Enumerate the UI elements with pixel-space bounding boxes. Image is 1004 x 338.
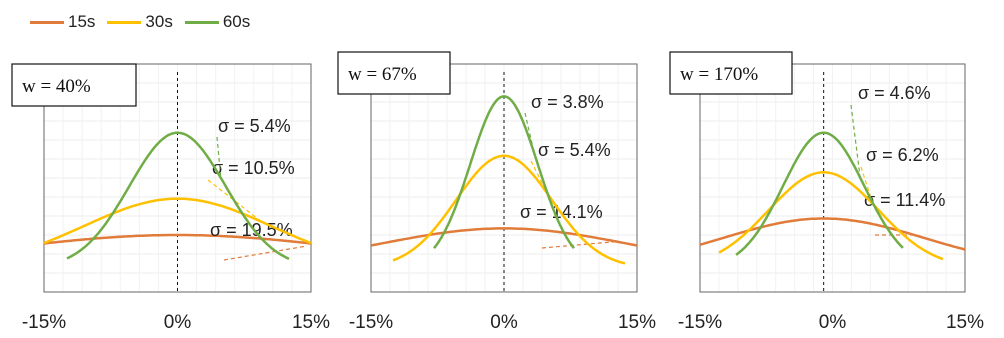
legend-swatch-15s bbox=[30, 20, 64, 24]
legend-item-30s: 30s bbox=[107, 12, 173, 32]
sigma-label-30s: σ = 6.2% bbox=[866, 145, 939, 165]
sigma-label-60s: σ = 5.4% bbox=[218, 116, 291, 136]
series-line-60s bbox=[66, 131, 290, 260]
sigma-leader-30s bbox=[207, 179, 262, 223]
x-tick-label: 0% bbox=[164, 312, 192, 333]
x-tick-label: 0% bbox=[819, 312, 847, 333]
panel-title-box bbox=[669, 51, 793, 95]
chart-panel-1: σ = 19.5% σ = 10.5% σ = 5.4% w = 40% -15% 0% 1… bbox=[11, 63, 330, 333]
series-line-30s bbox=[43, 197, 312, 245]
series-line-60s bbox=[735, 131, 904, 256]
legend-label-30s: 30s bbox=[145, 12, 173, 31]
panel-title-box bbox=[337, 51, 451, 95]
sigma-leader-60s bbox=[850, 104, 861, 178]
plot-frame bbox=[699, 63, 966, 293]
x-tick-label: 15% bbox=[618, 312, 656, 333]
x-tick-label: -15% bbox=[349, 312, 393, 333]
series-line-30s bbox=[392, 154, 626, 265]
series-line-15s bbox=[43, 233, 312, 245]
x-tick-label: 15% bbox=[292, 312, 330, 333]
chart-panel-3: σ = 11.4% σ = 6.2% σ = 4.6% w = 170% -15% 0% 1… bbox=[669, 51, 984, 333]
sigma-label-30s: σ = 5.4% bbox=[538, 140, 611, 160]
legend-item-60s: 60s bbox=[184, 12, 251, 32]
panel-title-box bbox=[11, 63, 137, 107]
series-line-60s bbox=[433, 95, 575, 249]
legend-label-60s: 60s bbox=[222, 12, 251, 31]
chart-panel-2: σ = 14.1%σ = 5.4%σ = 3.8%w = 67%-15% 0% 15… bbox=[337, 51, 656, 333]
series-line-30s bbox=[718, 171, 944, 261]
plot-frame bbox=[370, 63, 638, 293]
legend-swatch-30s bbox=[107, 20, 142, 24]
sigma-leader-15s bbox=[541, 241, 617, 249]
legend: 15s 30s 60s bbox=[30, 10, 250, 34]
sigma-leader-15s bbox=[223, 245, 308, 261]
x-tick-label: -15% bbox=[678, 312, 722, 333]
x-tick-label: 15% bbox=[946, 312, 984, 333]
legend-swatch-60s bbox=[184, 20, 219, 24]
series-line-15s bbox=[699, 217, 966, 251]
sigma-label-15s: σ = 11.4% bbox=[864, 190, 945, 210]
sigma-label-60s: σ = 4.6% bbox=[858, 83, 931, 103]
series-line-15s bbox=[370, 227, 638, 247]
panel-title: w = 170% bbox=[680, 64, 758, 85]
sigma-label-60s: σ = 3.8% bbox=[531, 92, 604, 112]
panel-title: w = 67% bbox=[348, 64, 417, 85]
legend-item-15s: 15s bbox=[30, 12, 95, 32]
plot-frame bbox=[43, 63, 312, 293]
sigma-label-15s: σ = 19.5% bbox=[210, 220, 293, 240]
sigma-label-30s: σ = 10.5% bbox=[212, 158, 295, 178]
panel-title: w = 40% bbox=[22, 76, 91, 97]
legend-label-15s: 15s bbox=[68, 12, 96, 31]
x-tick-label: -15% bbox=[22, 312, 66, 333]
x-tick-label: 0% bbox=[490, 312, 518, 333]
